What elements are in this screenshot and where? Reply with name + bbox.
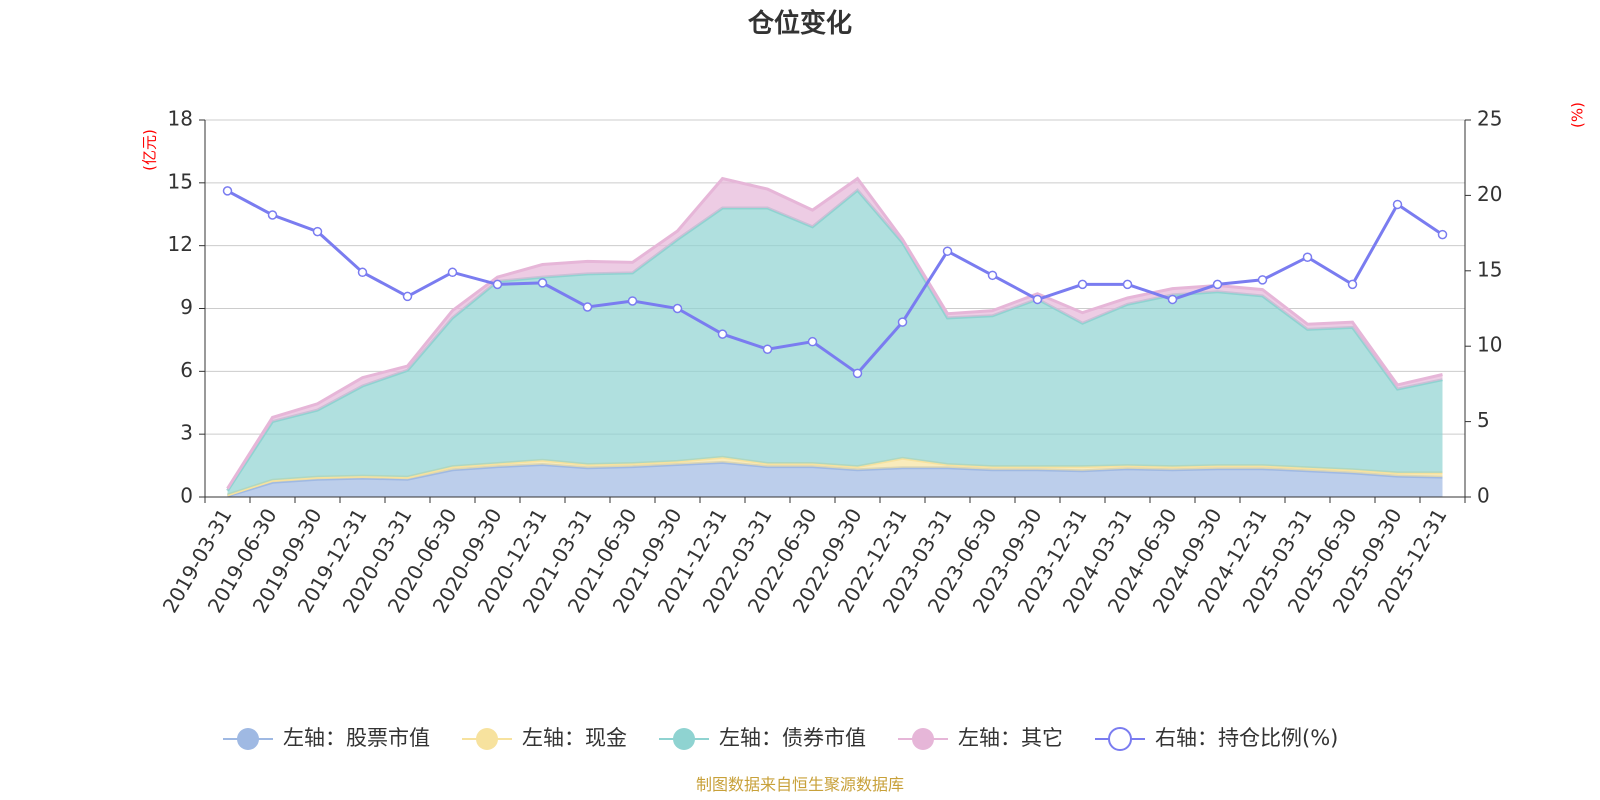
ratio-point [1392, 199, 1403, 210]
ratio-line-path [226, 189, 1444, 376]
left-tick-label: 6 [180, 358, 193, 382]
right-tick-label: 20 [1477, 182, 1502, 206]
ratio-point [582, 302, 593, 312]
ratio-point [1257, 275, 1268, 285]
left-tick-label: 9 [180, 295, 193, 319]
ratio-point [1122, 279, 1133, 290]
ratio-point [1032, 294, 1043, 305]
area-edge-左轴：其它 [226, 176, 1443, 490]
area-左轴：股票市值 [227, 462, 1443, 497]
legend-item: 左轴：债券市值 [659, 726, 866, 750]
ratio-point [1077, 279, 1088, 290]
legend-marker-icon [237, 728, 259, 750]
left-tick-label: 3 [180, 421, 193, 445]
ratio-point [1347, 279, 1358, 290]
left-tick-label: 15 [168, 169, 193, 193]
right-tick-label: 25 [1477, 107, 1502, 131]
ratio-point [987, 270, 998, 281]
legend-item: 左轴：其它 [898, 726, 1063, 750]
left-axis-unit: (亿元) [141, 129, 159, 171]
ratio-point [672, 303, 683, 314]
legend-item: 左轴：股票市值 [223, 726, 430, 750]
legend-label: 左轴：其它 [958, 726, 1063, 750]
ratio-point [852, 368, 863, 379]
left-tick-label: 0 [180, 484, 193, 508]
legend-marker-icon [673, 728, 695, 750]
left-tick-label: 12 [168, 232, 193, 256]
ratio-point [1167, 294, 1178, 305]
ratio-point [762, 344, 773, 354]
legend-label: 右轴：持仓比例(%) [1155, 726, 1338, 750]
ratio-point [717, 329, 728, 339]
left-tick-label: 18 [168, 107, 193, 131]
legend-label: 左轴：现金 [522, 726, 627, 750]
legend-marker-icon [1108, 727, 1132, 751]
legend-label: 左轴：股票市值 [283, 726, 430, 750]
ratio-point [897, 317, 908, 327]
ratio-point [492, 279, 503, 290]
ratio-point [627, 296, 638, 306]
ratio-point [222, 186, 233, 196]
legend-marker-icon [476, 728, 498, 750]
ratio-point [1212, 279, 1223, 290]
right-tick-label: 0 [1477, 484, 1490, 508]
legend: 左轴：股票市值 左轴：现金 左轴：债券市值 左轴：其它 右轴：持仓比例(%) [223, 726, 1338, 751]
ratio-point [357, 267, 368, 278]
legend-item: 左轴：现金 [462, 726, 627, 750]
ratio-point [537, 278, 548, 288]
legend-item: 右轴：持仓比例(%) [1095, 726, 1338, 751]
ratio-point [807, 336, 818, 347]
legend-marker-icon [912, 728, 934, 750]
ratio-point [267, 210, 278, 220]
source-note: 制图数据来自恒生聚源数据库 [696, 775, 904, 794]
area-左轴：债券市值 [227, 190, 1443, 495]
right-tick-label: 5 [1477, 408, 1490, 432]
ratio-point [312, 226, 323, 237]
ratio-point [1302, 252, 1313, 262]
right-tick-label: 10 [1477, 333, 1502, 357]
ratio-point [1437, 229, 1448, 240]
stacked-areas [226, 176, 1443, 498]
chart-title: 仓位变化 [747, 8, 852, 39]
right-tick-label: 15 [1477, 257, 1502, 281]
ratio-point [447, 267, 458, 278]
right-axis-unit: (%) [1569, 102, 1587, 128]
ratio-line [222, 186, 1448, 379]
ratio-point [402, 291, 413, 302]
ratio-point [942, 246, 953, 256]
legend-label: 左轴：债券市值 [719, 726, 866, 750]
